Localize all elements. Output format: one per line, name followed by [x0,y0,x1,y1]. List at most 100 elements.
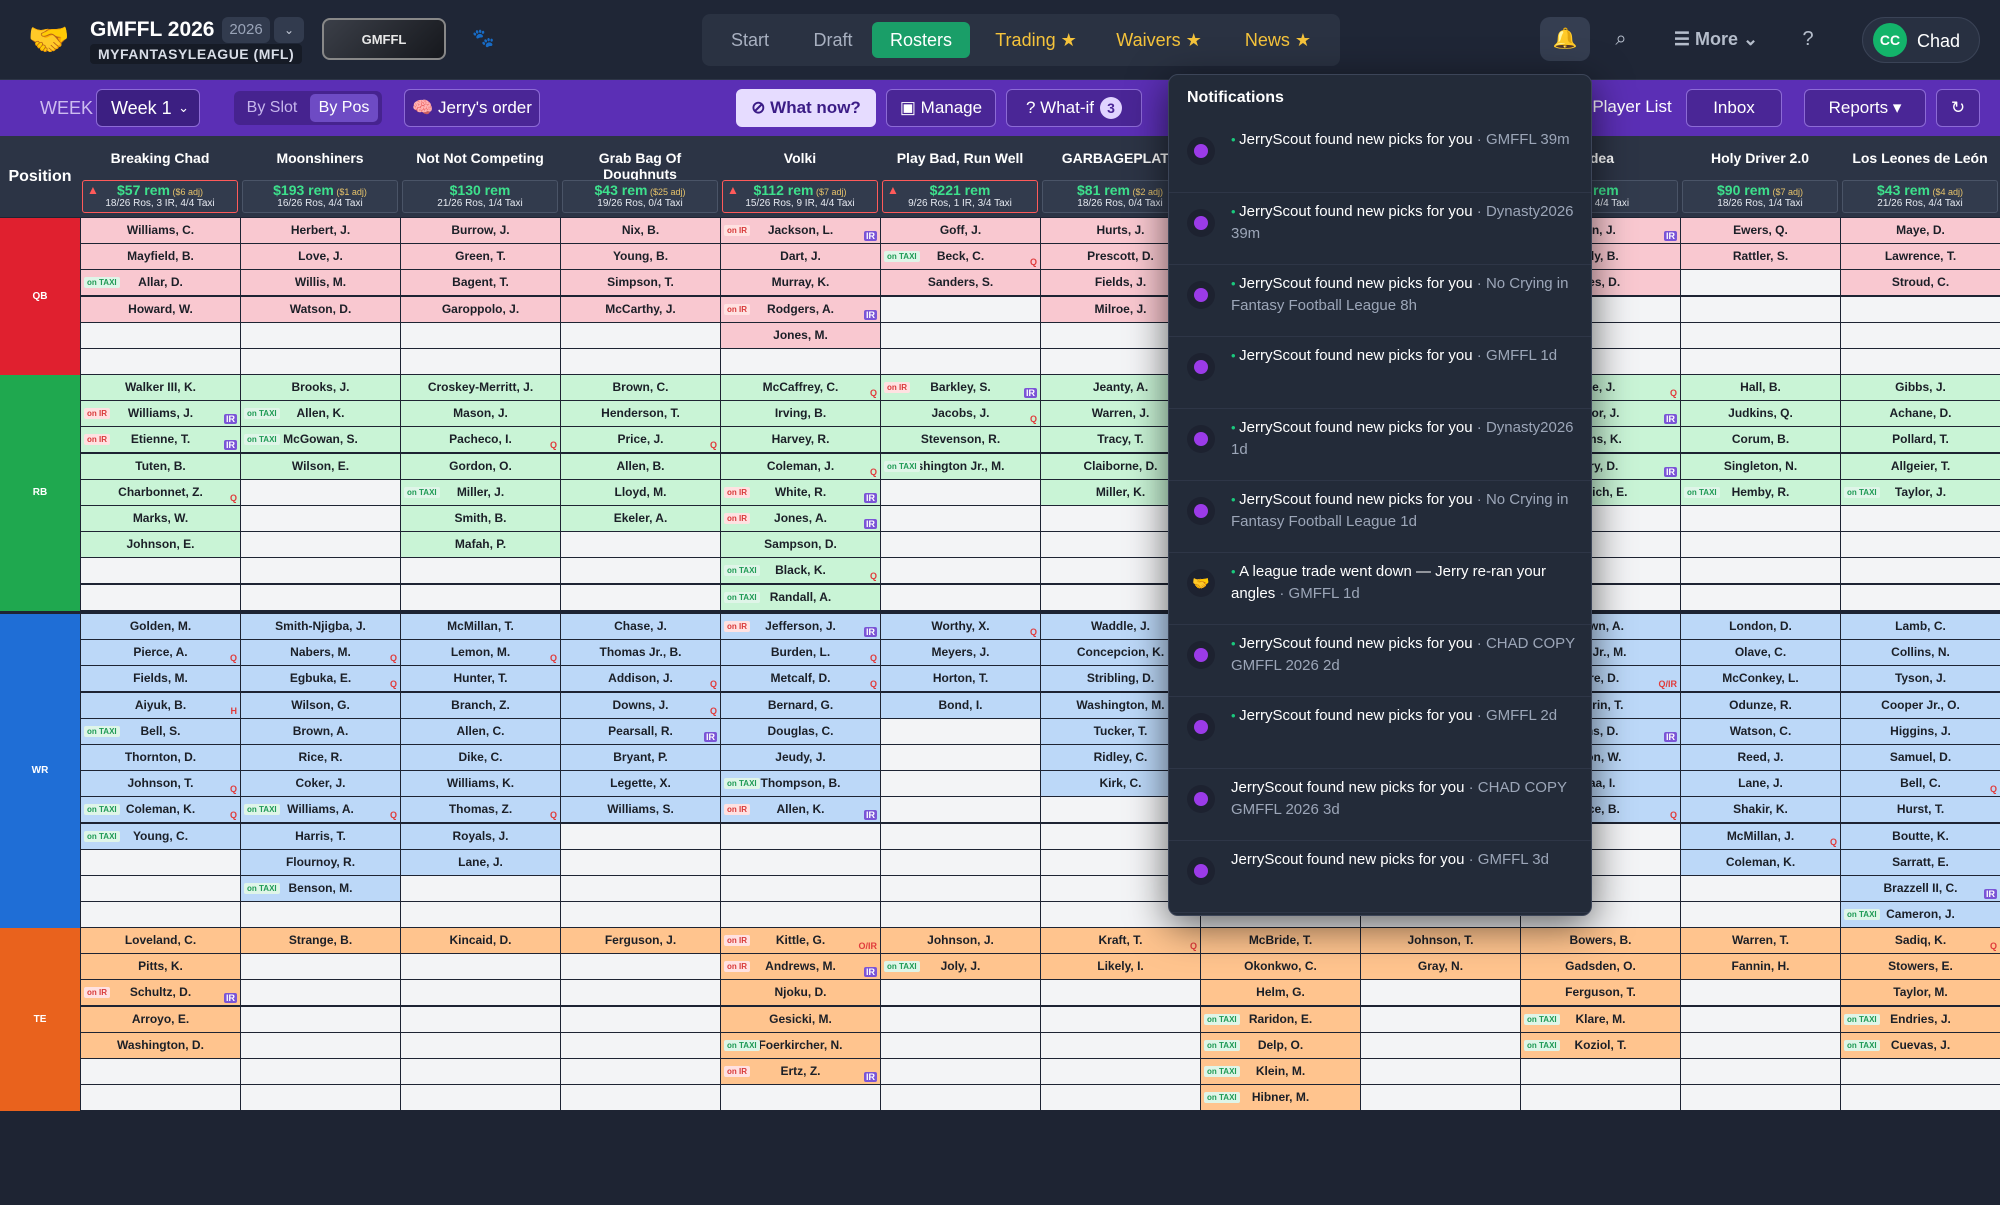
player-cell[interactable]: Harvey, R. [721,427,880,453]
player-cell[interactable]: Jacobs, J. Q [881,401,1040,427]
player-cell[interactable]: Kraft, T. Q [1041,928,1200,953]
player-cell[interactable]: Nabers, M. Q [241,640,400,666]
player-cell[interactable]: Lane, J. [401,849,560,875]
player-cell[interactable]: Charbonnet, Z. Q [81,479,240,505]
nav-rosters[interactable]: Rosters [872,22,970,58]
player-cell[interactable]: Gesicki, M. [721,1006,880,1032]
player-cell[interactable]: Hurst, T. [1841,797,2000,823]
user-menu[interactable]: CC Chad [1862,17,1980,63]
player-cell[interactable]: Higgins, J. [1841,718,2000,744]
notification-item[interactable]: • JerryScout found new picks for you · D… [1169,193,1591,265]
player-cell[interactable]: Cameron, J. on TAXI [1841,902,2000,928]
player-cell[interactable]: Allen, K. on TAXI [241,401,400,427]
player-cell[interactable]: Cooper Jr., O. [1841,692,2000,718]
player-cell[interactable]: Taylor, J. on TAXI [1841,479,2000,505]
player-cell[interactable]: Brown, C. [561,375,720,400]
player-cell[interactable]: Brooks, J. [241,375,400,400]
notification-item[interactable]: • JerryScout found new picks for you · G… [1169,337,1591,409]
player-cell[interactable]: Thomas Jr., B. [561,640,720,666]
player-cell[interactable]: Smith, B. [401,506,560,531]
nav-waivers[interactable]: Waivers ★ [1116,30,1202,50]
player-cell[interactable]: Simpson, T. [561,270,720,296]
player-cell[interactable]: Bryant, P. [561,745,720,770]
player-cell[interactable]: Cuevas, J. on TAXI [1841,1032,2000,1058]
player-cell[interactable]: Washington, D. [81,1032,240,1058]
player-cell[interactable]: Achane, D. [1841,401,2000,427]
player-cell[interactable]: Corum, B. [1681,427,1840,453]
player-cell[interactable]: Stroud, C. [1841,270,2000,296]
player-cell[interactable]: Legette, X. [561,771,720,797]
team-header[interactable]: Volki ▲ $112 rem ($7 adj) 15/26 Ros, 9 IR, … [720,136,880,217]
player-cell[interactable]: Williams, S. [561,797,720,823]
player-cell[interactable]: Randall, A. on TAXI [721,584,880,610]
player-cell[interactable]: Mafah, P. [401,532,560,558]
player-cell[interactable]: Nix, B. [561,218,720,243]
player-cell[interactable]: McCaffrey, C. Q [721,375,880,400]
reports-button[interactable]: Reports ▾ [1804,89,1926,127]
player-cell[interactable]: Willis, M. [241,270,400,296]
player-cell[interactable]: Coleman, K. on TAXI Q [81,797,240,823]
player-cell[interactable]: Schultz, D. on IR IR [81,980,240,1006]
team-header[interactable]: Not Not Competing $130 rem 21/26 Ros, 1/4 … [400,136,560,217]
player-cell[interactable]: Reed, J. [1681,745,1840,770]
player-cell[interactable]: Dart, J. [721,244,880,270]
nav-trading[interactable]: Trading ★ [995,30,1077,50]
player-cell[interactable]: Jeudy, J. [721,745,880,770]
player-cell[interactable]: Garoppolo, J. [401,296,560,322]
player-cell[interactable]: Williams, C. [81,218,240,243]
player-cell[interactable]: Stevenson, R. [881,427,1040,453]
player-cell[interactable]: Rice, R. [241,745,400,770]
player-cell[interactable]: Tuten, B. [81,453,240,479]
whatif-button[interactable]: ? What-if 3 [1006,89,1142,127]
player-cell[interactable]: Hunter, T. [401,666,560,692]
player-cell[interactable]: Allen, K. on IR IR [721,797,880,823]
player-cell[interactable]: Gordon, O. [401,453,560,479]
player-cell[interactable]: McConkey, L. [1681,666,1840,692]
player-cell[interactable]: Njoku, D. [721,980,880,1006]
league-title[interactable]: GMFFL 2026 [90,18,215,41]
player-cell[interactable]: Johnson, J. [881,928,1040,953]
player-cell[interactable]: Fields, M. [81,666,240,692]
player-cell[interactable]: Burden, L. Q [721,640,880,666]
player-cell[interactable]: Golden, M. [81,614,240,639]
player-cell[interactable]: Jackson, L. on IR IR [721,218,880,243]
notification-item[interactable]: • JerryScout found new picks for you · G… [1169,697,1591,769]
notification-item[interactable]: • JerryScout found new picks for you · G… [1169,121,1591,193]
player-cell[interactable]: Douglas, C. [721,718,880,744]
player-cell[interactable]: Sarratt, E. [1841,849,2000,875]
player-cell[interactable]: Joly, J. on TAXI [881,954,1040,980]
team-header[interactable]: Moonshiners $193 rem ($1 adj) 16/26 Ros, 4… [240,136,400,217]
search-icon[interactable]: ⌕ [1615,28,1627,50]
player-cell[interactable]: Coker, J. [241,771,400,797]
team-header[interactable]: Holy Driver 2.0 $90 rem ($7 adj) 18/26 Ros… [1680,136,1840,217]
manage-button[interactable]: ▣ Manage [886,89,996,127]
player-cell[interactable]: Brazzell II, C. IR [1841,876,2000,901]
player-cell[interactable]: Ertz, Z. on IR IR [721,1059,880,1084]
chevron-down-icon[interactable]: ⌄ [274,17,304,43]
nav-news[interactable]: News ★ [1244,30,1312,50]
player-cell[interactable]: Bell, S. on TAXI [81,718,240,744]
player-cell[interactable]: Miller, J. on TAXI [401,479,560,505]
player-cell[interactable]: Bagent, T. [401,270,560,296]
player-cell[interactable]: Coleman, K. [1681,849,1840,875]
notification-item[interactable]: JerryScout found new picks for you [1169,913,1591,915]
player-cell[interactable]: Allen, C. [401,718,560,744]
player-cell[interactable]: shington Jr., M. on TAXI [881,453,1040,479]
player-cell[interactable]: Royals, J. [401,823,560,849]
player-cell[interactable]: Shakir, K. [1681,797,1840,823]
player-cell[interactable]: Hibner, M. on TAXI [1201,1085,1360,1111]
player-cell[interactable]: Worthy, X. Q [881,614,1040,639]
player-cell[interactable]: Delp, O. on TAXI [1201,1032,1360,1058]
player-cell[interactable]: Lawrence, T. [1841,244,2000,270]
player-cell[interactable]: Benson, M. on TAXI [241,876,400,901]
notification-item[interactable]: JerryScout found new picks for you · CHA… [1169,769,1591,841]
player-cell[interactable]: Foerkircher, N. on TAXI [721,1032,880,1058]
player-cell[interactable]: Bell, C. Q [1841,771,2000,797]
player-cell[interactable]: Pollard, T. [1841,427,2000,453]
player-cell[interactable]: Allar, D. on TAXI [81,270,240,296]
notification-item[interactable]: • JerryScout found new picks for you · C… [1169,625,1591,697]
team-header[interactable]: Play Bad, Run Well ▲ $221 rem 9/26 Ros, 1 I… [880,136,1040,217]
player-cell[interactable]: Hall, B. [1681,375,1840,400]
player-cell[interactable]: Warren, T. [1681,928,1840,953]
player-cell[interactable]: Pitts, K. [81,954,240,980]
